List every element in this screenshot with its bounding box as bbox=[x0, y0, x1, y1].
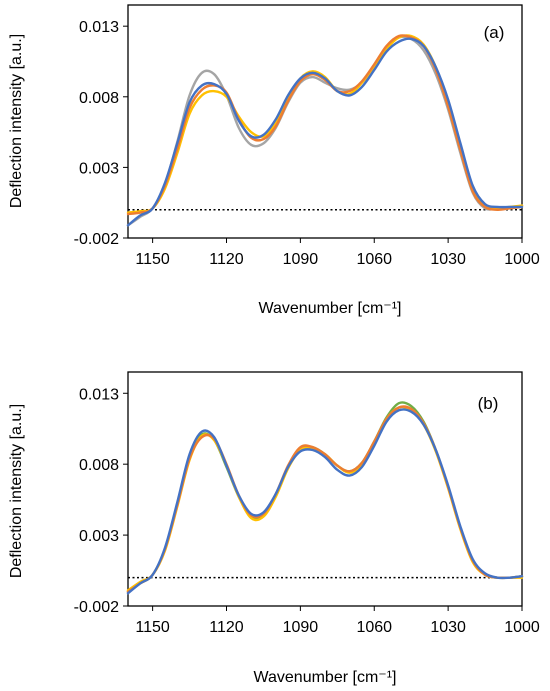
y-tick-label: 0.003 bbox=[79, 160, 119, 177]
y-tick-label: 0.013 bbox=[79, 19, 119, 36]
panel-label-b: (b) bbox=[478, 394, 499, 413]
y-axis-label-a: Deflection intensity [a.u.] bbox=[8, 34, 25, 208]
x-tick-label: 1120 bbox=[209, 251, 244, 268]
x-tick-label: 1030 bbox=[430, 619, 466, 636]
x-ticks-b: 1150 1120 1090 1060 1030 1000 bbox=[135, 606, 540, 636]
x-tick-label: 1060 bbox=[356, 619, 392, 636]
y-tick-label: -0.002 bbox=[74, 231, 119, 248]
series-line-b-4 bbox=[126, 408, 524, 595]
y-tick-label: -0.002 bbox=[74, 599, 119, 616]
x-tick-label: 1000 bbox=[504, 251, 540, 268]
y-ticks-a: 0.013 0.008 0.003 -0.002 bbox=[74, 19, 128, 248]
series-line-b-3 bbox=[126, 405, 524, 594]
y-tick-label: 0.008 bbox=[79, 90, 119, 107]
y-ticks-b: 0.013 0.008 0.003 -0.002 bbox=[74, 386, 128, 616]
x-tick-label: 1030 bbox=[430, 251, 466, 268]
series-group-b bbox=[126, 401, 524, 595]
panel-a: 0.013 0.008 0.003 -0.002 1150 1120 1090 1060 10… bbox=[8, 4, 540, 317]
x-tick-label: 1150 bbox=[135, 619, 170, 636]
series-line-a-2 bbox=[126, 34, 524, 214]
panel-label-a: (a) bbox=[484, 23, 505, 42]
series-line-b-1 bbox=[126, 401, 524, 594]
series-group-a bbox=[126, 34, 524, 227]
series-line-a-1 bbox=[126, 35, 524, 227]
x-axis-label-a: Wavenumber [cm⁻¹] bbox=[259, 300, 402, 317]
x-axis-label-b: Wavenumber [cm⁻¹] bbox=[254, 669, 397, 686]
y-axis-label-b: Deflection intensity [a.u.] bbox=[8, 404, 25, 578]
series-line-b-2 bbox=[126, 405, 524, 592]
series-line-a-4 bbox=[126, 37, 524, 227]
x-ticks-a: 1150 1120 1090 1060 1030 1000 bbox=[135, 238, 540, 268]
x-tick-label: 1150 bbox=[135, 251, 170, 268]
plot-area-frame-a bbox=[127, 4, 523, 239]
x-tick-label: 1060 bbox=[356, 251, 392, 268]
series-line-a-3 bbox=[126, 34, 524, 216]
y-tick-label: 0.013 bbox=[79, 386, 119, 403]
y-tick-label: 0.008 bbox=[79, 457, 119, 474]
panel-b: 0.013 0.008 0.003 -0.002 1150 1120 1090 1060 10… bbox=[8, 371, 540, 686]
x-tick-label: 1000 bbox=[504, 619, 540, 636]
x-tick-label: 1090 bbox=[283, 251, 319, 268]
plot-area-frame-b bbox=[127, 371, 523, 607]
y-tick-label: 0.003 bbox=[79, 528, 119, 545]
x-tick-label: 1120 bbox=[209, 619, 244, 636]
x-tick-label: 1090 bbox=[283, 619, 319, 636]
